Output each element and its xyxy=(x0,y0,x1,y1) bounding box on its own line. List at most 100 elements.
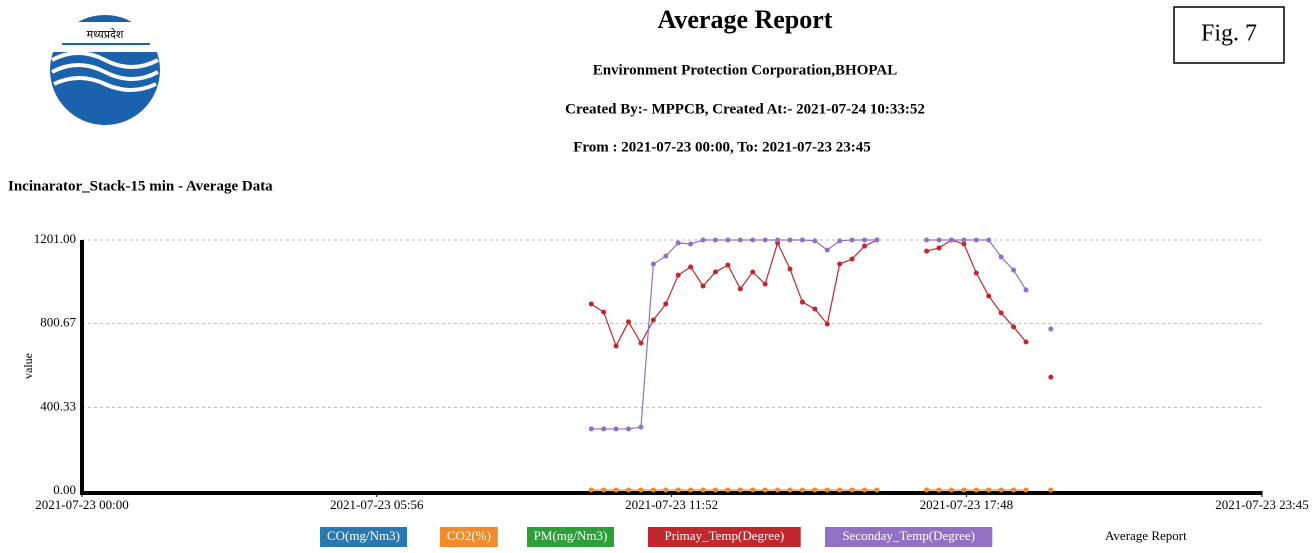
data-point xyxy=(862,243,868,249)
organization: Environment Protection Corporation,BHOPA… xyxy=(593,62,898,78)
legend-label: CO(mg/Nm3) xyxy=(327,528,400,543)
data-point xyxy=(812,487,818,493)
data-point xyxy=(626,426,632,432)
data-point xyxy=(737,286,743,292)
data-point xyxy=(725,237,731,243)
data-point xyxy=(675,240,681,246)
data-point xyxy=(924,237,930,243)
created-info: Created By:- MPPCB, Created At:- 2021-07… xyxy=(565,101,925,117)
y-tick-label: 400.33 xyxy=(40,398,76,413)
data-point xyxy=(837,487,843,493)
data-point xyxy=(588,487,594,493)
legend-item: PM(mg/Nm3) xyxy=(527,527,614,547)
data-point xyxy=(1023,339,1029,345)
legend-label: Seconday_Temp(Degree) xyxy=(842,528,975,543)
data-point xyxy=(663,253,669,259)
legend-item: CO(mg/Nm3) xyxy=(320,527,407,547)
data-point xyxy=(775,237,781,243)
data-point xyxy=(737,487,743,493)
data-point xyxy=(638,340,644,346)
data-point xyxy=(750,487,756,493)
legend-swatch xyxy=(825,527,993,547)
data-point xyxy=(799,299,805,305)
data-point xyxy=(588,301,594,307)
data-point xyxy=(613,487,619,493)
data-point xyxy=(663,487,669,493)
legend-swatch xyxy=(320,527,407,547)
data-point xyxy=(750,269,756,275)
data-point xyxy=(986,237,992,243)
data-point xyxy=(675,272,681,278)
data-point xyxy=(961,487,967,493)
data-point xyxy=(613,426,619,432)
data-point xyxy=(837,238,843,244)
data-point xyxy=(799,487,805,493)
legend-label: Primay_Temp(Degree) xyxy=(665,528,785,543)
data-point xyxy=(948,237,954,243)
report-title: Average Report xyxy=(658,5,833,34)
data-point xyxy=(613,343,619,349)
x-tick-label: 2021-07-23 00:00 xyxy=(35,497,129,512)
data-point xyxy=(824,247,830,253)
data-point xyxy=(712,487,718,493)
data-point xyxy=(725,262,731,268)
data-point xyxy=(688,264,694,270)
data-point xyxy=(986,487,992,493)
data-point xyxy=(601,426,607,432)
data-point xyxy=(588,426,594,432)
data-point xyxy=(936,245,942,251)
data-point xyxy=(601,309,607,315)
x-tick-label: 2021-07-23 11:52 xyxy=(625,497,718,512)
data-point xyxy=(688,241,694,247)
logo-text: मध्यप्रदेश xyxy=(87,28,124,41)
data-point xyxy=(1011,487,1017,493)
data-point xyxy=(725,487,731,493)
data-point xyxy=(948,487,954,493)
legend-item: Primay_Temp(Degree) xyxy=(648,527,801,547)
data-point xyxy=(986,293,992,299)
legend-swatch xyxy=(440,527,498,547)
data-point xyxy=(824,321,830,327)
data-point xyxy=(837,261,843,267)
data-point xyxy=(712,269,718,275)
date-range: From : 2021-07-23 00:00, To: 2021-07-23 … xyxy=(573,139,871,155)
legend-item: CO2(%) xyxy=(440,527,498,547)
figure-box xyxy=(1173,6,1285,64)
data-point xyxy=(961,241,967,247)
legend-caption: Average Report xyxy=(1105,528,1187,543)
data-point xyxy=(862,237,868,243)
y-tick-label: 0.00 xyxy=(53,482,76,497)
data-point xyxy=(712,237,718,243)
data-point xyxy=(787,487,793,493)
x-tick-label: 2021-07-23 23:45 xyxy=(1215,497,1309,512)
data-point xyxy=(849,237,855,243)
data-point xyxy=(874,487,880,493)
data-point xyxy=(998,254,1004,260)
data-point xyxy=(1011,324,1017,330)
data-point xyxy=(936,487,942,493)
data-point xyxy=(812,306,818,312)
data-point xyxy=(650,261,656,267)
data-point xyxy=(998,487,1004,493)
data-point xyxy=(924,487,930,493)
data-point xyxy=(601,487,607,493)
figure-label: Fig. 7 xyxy=(1201,21,1257,47)
data-point xyxy=(824,487,830,493)
series-line xyxy=(590,239,878,348)
series-line xyxy=(591,239,877,430)
data-point xyxy=(762,281,768,287)
legend-label: PM(mg/Nm3) xyxy=(534,528,608,543)
data-point xyxy=(849,256,855,262)
data-point xyxy=(1023,487,1029,493)
logo-waves xyxy=(51,51,159,92)
data-point xyxy=(675,487,681,493)
data-point xyxy=(998,310,1004,316)
chart-title: Incinarator_Stack-15 min - Average Data xyxy=(8,178,273,194)
data-point xyxy=(638,424,644,430)
y-tick-label: 800.67 xyxy=(40,315,76,330)
data-point xyxy=(973,237,979,243)
data-point xyxy=(973,487,979,493)
data-point xyxy=(787,266,793,272)
data-point xyxy=(862,487,868,493)
data-point xyxy=(1023,287,1029,293)
